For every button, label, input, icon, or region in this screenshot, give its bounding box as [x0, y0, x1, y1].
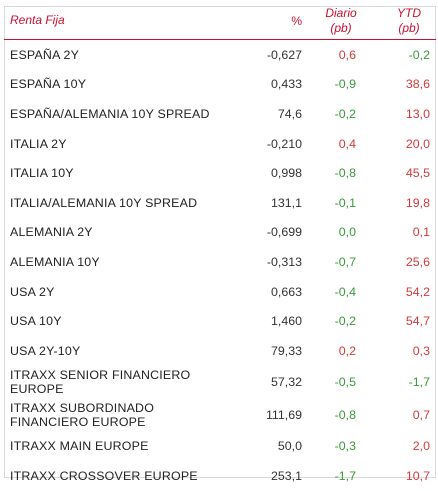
row-daily: 0,4: [338, 136, 356, 151]
row-name: ITRAXX SENIOR FINANCIERO EUROPE: [10, 368, 190, 396]
row-value: 0,663: [270, 284, 302, 299]
row-value: 131,1: [270, 195, 302, 210]
row-daily: 0,6: [338, 47, 356, 62]
row-value: 1,460: [270, 314, 302, 329]
row-name: ESPAÑA/ALEMANIA 10Y SPREAD: [10, 106, 210, 121]
row-ytd: 38,6: [405, 77, 430, 92]
table-row: USA 2Y 0,663 -0,4 54,2: [4, 277, 436, 307]
row-value: 79,33: [270, 343, 302, 358]
table-row: USA 10Y 1,460 -0,2 54,7: [4, 306, 436, 336]
row-name: USA 2Y: [10, 284, 55, 299]
row-ytd: 0,1: [412, 225, 430, 240]
table-row: ESPAÑA 2Y -0,627 0,6 -0,2: [4, 40, 436, 70]
row-ytd: 19,8: [405, 195, 430, 210]
header-ytd-label: YTD: [397, 6, 421, 20]
row-name: ITALIA 10Y: [10, 166, 74, 181]
table-row: ITRAXX MAIN EUROPE 50,0 -0,3 2,0: [4, 432, 436, 462]
row-ytd: 25,6: [405, 254, 430, 269]
row-ytd: 54,7: [405, 314, 430, 329]
table-row: ITRAXX SUBORDINADO FINANCIERO EUROPE 111…: [4, 399, 436, 432]
row-value: 111,69: [265, 408, 302, 423]
header-diario: Diario (pb): [318, 6, 364, 36]
row-value: 57,32: [270, 375, 302, 390]
table-header: Renta Fija % Diario (pb) YTD (pb): [4, 6, 436, 40]
row-value: 0,433: [270, 77, 302, 92]
row-ytd: -1,7: [408, 375, 430, 390]
row-daily: -0,9: [334, 77, 356, 92]
row-ytd: 45,5: [405, 166, 430, 181]
table-body: ESPAÑA 2Y -0,627 0,6 -0,2 ESPAÑA 10Y 0,4…: [4, 40, 436, 491]
row-value: 253,1: [270, 468, 302, 483]
header-diario-unit: (pb): [330, 21, 352, 35]
row-daily: -0,8: [334, 408, 356, 423]
row-ytd: 0,7: [412, 408, 430, 423]
row-daily: -0,1: [334, 195, 356, 210]
row-name: ITALIA/ALEMANIA 10Y SPREAD: [10, 195, 198, 210]
table-row: ITRAXX SENIOR FINANCIERO EUROPE 57,32 -0…: [4, 366, 436, 399]
row-daily: -0,2: [334, 314, 356, 329]
row-value: -0,699: [266, 225, 302, 240]
row-name: ESPAÑA 2Y: [10, 47, 80, 62]
row-ytd: 54,2: [405, 284, 430, 299]
row-ytd: 13,0: [405, 106, 430, 121]
row-name-line1: ITRAXX SUBORDINADO: [10, 401, 155, 416]
row-ytd: 2,0: [412, 439, 430, 454]
header-ytd: YTD (pb): [386, 6, 432, 36]
row-name: ALEMANIA 2Y: [10, 225, 93, 240]
row-value: -0,627: [266, 47, 302, 62]
row-name: USA 2Y-10Y: [10, 343, 81, 358]
row-daily: 0,0: [338, 225, 356, 240]
row-name: USA 10Y: [10, 314, 62, 329]
table-row: USA 2Y-10Y 79,33 0,2 0,3: [4, 336, 436, 366]
row-ytd: 10,7: [405, 468, 430, 483]
row-name: ITRAXX SUBORDINADO FINANCIERO EUROPE: [10, 401, 154, 429]
table-row: ESPAÑA/ALEMANIA 10Y SPREAD 74,6 -0,2 13,…: [4, 99, 436, 129]
row-value: 50,0: [277, 439, 302, 454]
row-daily: -1,7: [334, 468, 356, 483]
row-daily: -0,4: [334, 284, 356, 299]
header-percent: %: [291, 14, 302, 28]
table-row: ALEMANIA 10Y -0,313 -0,7 25,6: [4, 247, 436, 277]
row-value: -0,313: [266, 254, 302, 269]
table-row: ITALIA 10Y 0,998 -0,8 45,5: [4, 158, 436, 188]
header-ytd-unit: (pb): [398, 21, 420, 35]
row-ytd: 20,0: [405, 136, 430, 151]
row-name: ITALIA 2Y: [10, 136, 67, 151]
row-daily: -0,7: [334, 254, 356, 269]
row-daily: -0,5: [334, 375, 356, 390]
table-row: ITRAXX CROSSOVER EUROPE 253,1 -1,7 10,7: [4, 461, 436, 491]
table-row: ALEMANIA 2Y -0,699 0,0 0,1: [4, 218, 436, 248]
row-value: 74,6: [277, 106, 302, 121]
header-diario-label: Diario: [325, 6, 357, 20]
table-row: ITALIA 2Y -0,210 0,4 20,0: [4, 129, 436, 159]
row-daily: -0,2: [334, 106, 356, 121]
table-row: ITALIA/ALEMANIA 10Y SPREAD 131,1 -0,1 19…: [4, 188, 436, 218]
row-name: ESPAÑA 10Y: [10, 77, 87, 92]
row-name: ITRAXX MAIN EUROPE: [10, 439, 149, 454]
row-daily: -0,8: [334, 166, 356, 181]
row-value: 0,998: [270, 166, 302, 181]
row-name: ITRAXX CROSSOVER EUROPE: [10, 468, 198, 483]
row-value: -0,210: [266, 136, 302, 151]
table-row: ESPAÑA 10Y 0,433 -0,9 38,6: [4, 70, 436, 100]
row-name-line2: FINANCIERO EUROPE: [10, 415, 146, 430]
row-name: ALEMANIA 10Y: [10, 254, 100, 269]
row-name-line1: ITRAXX SENIOR FINANCIERO: [10, 368, 191, 383]
table-frame: [4, 6, 436, 478]
row-ytd: -0,2: [408, 47, 430, 62]
row-daily: -0,3: [334, 439, 356, 454]
row-daily: 0,2: [338, 343, 356, 358]
row-name-line2: EUROPE: [10, 382, 64, 397]
header-renta-fija: Renta Fija: [10, 13, 65, 27]
row-ytd: 0,3: [412, 343, 430, 358]
